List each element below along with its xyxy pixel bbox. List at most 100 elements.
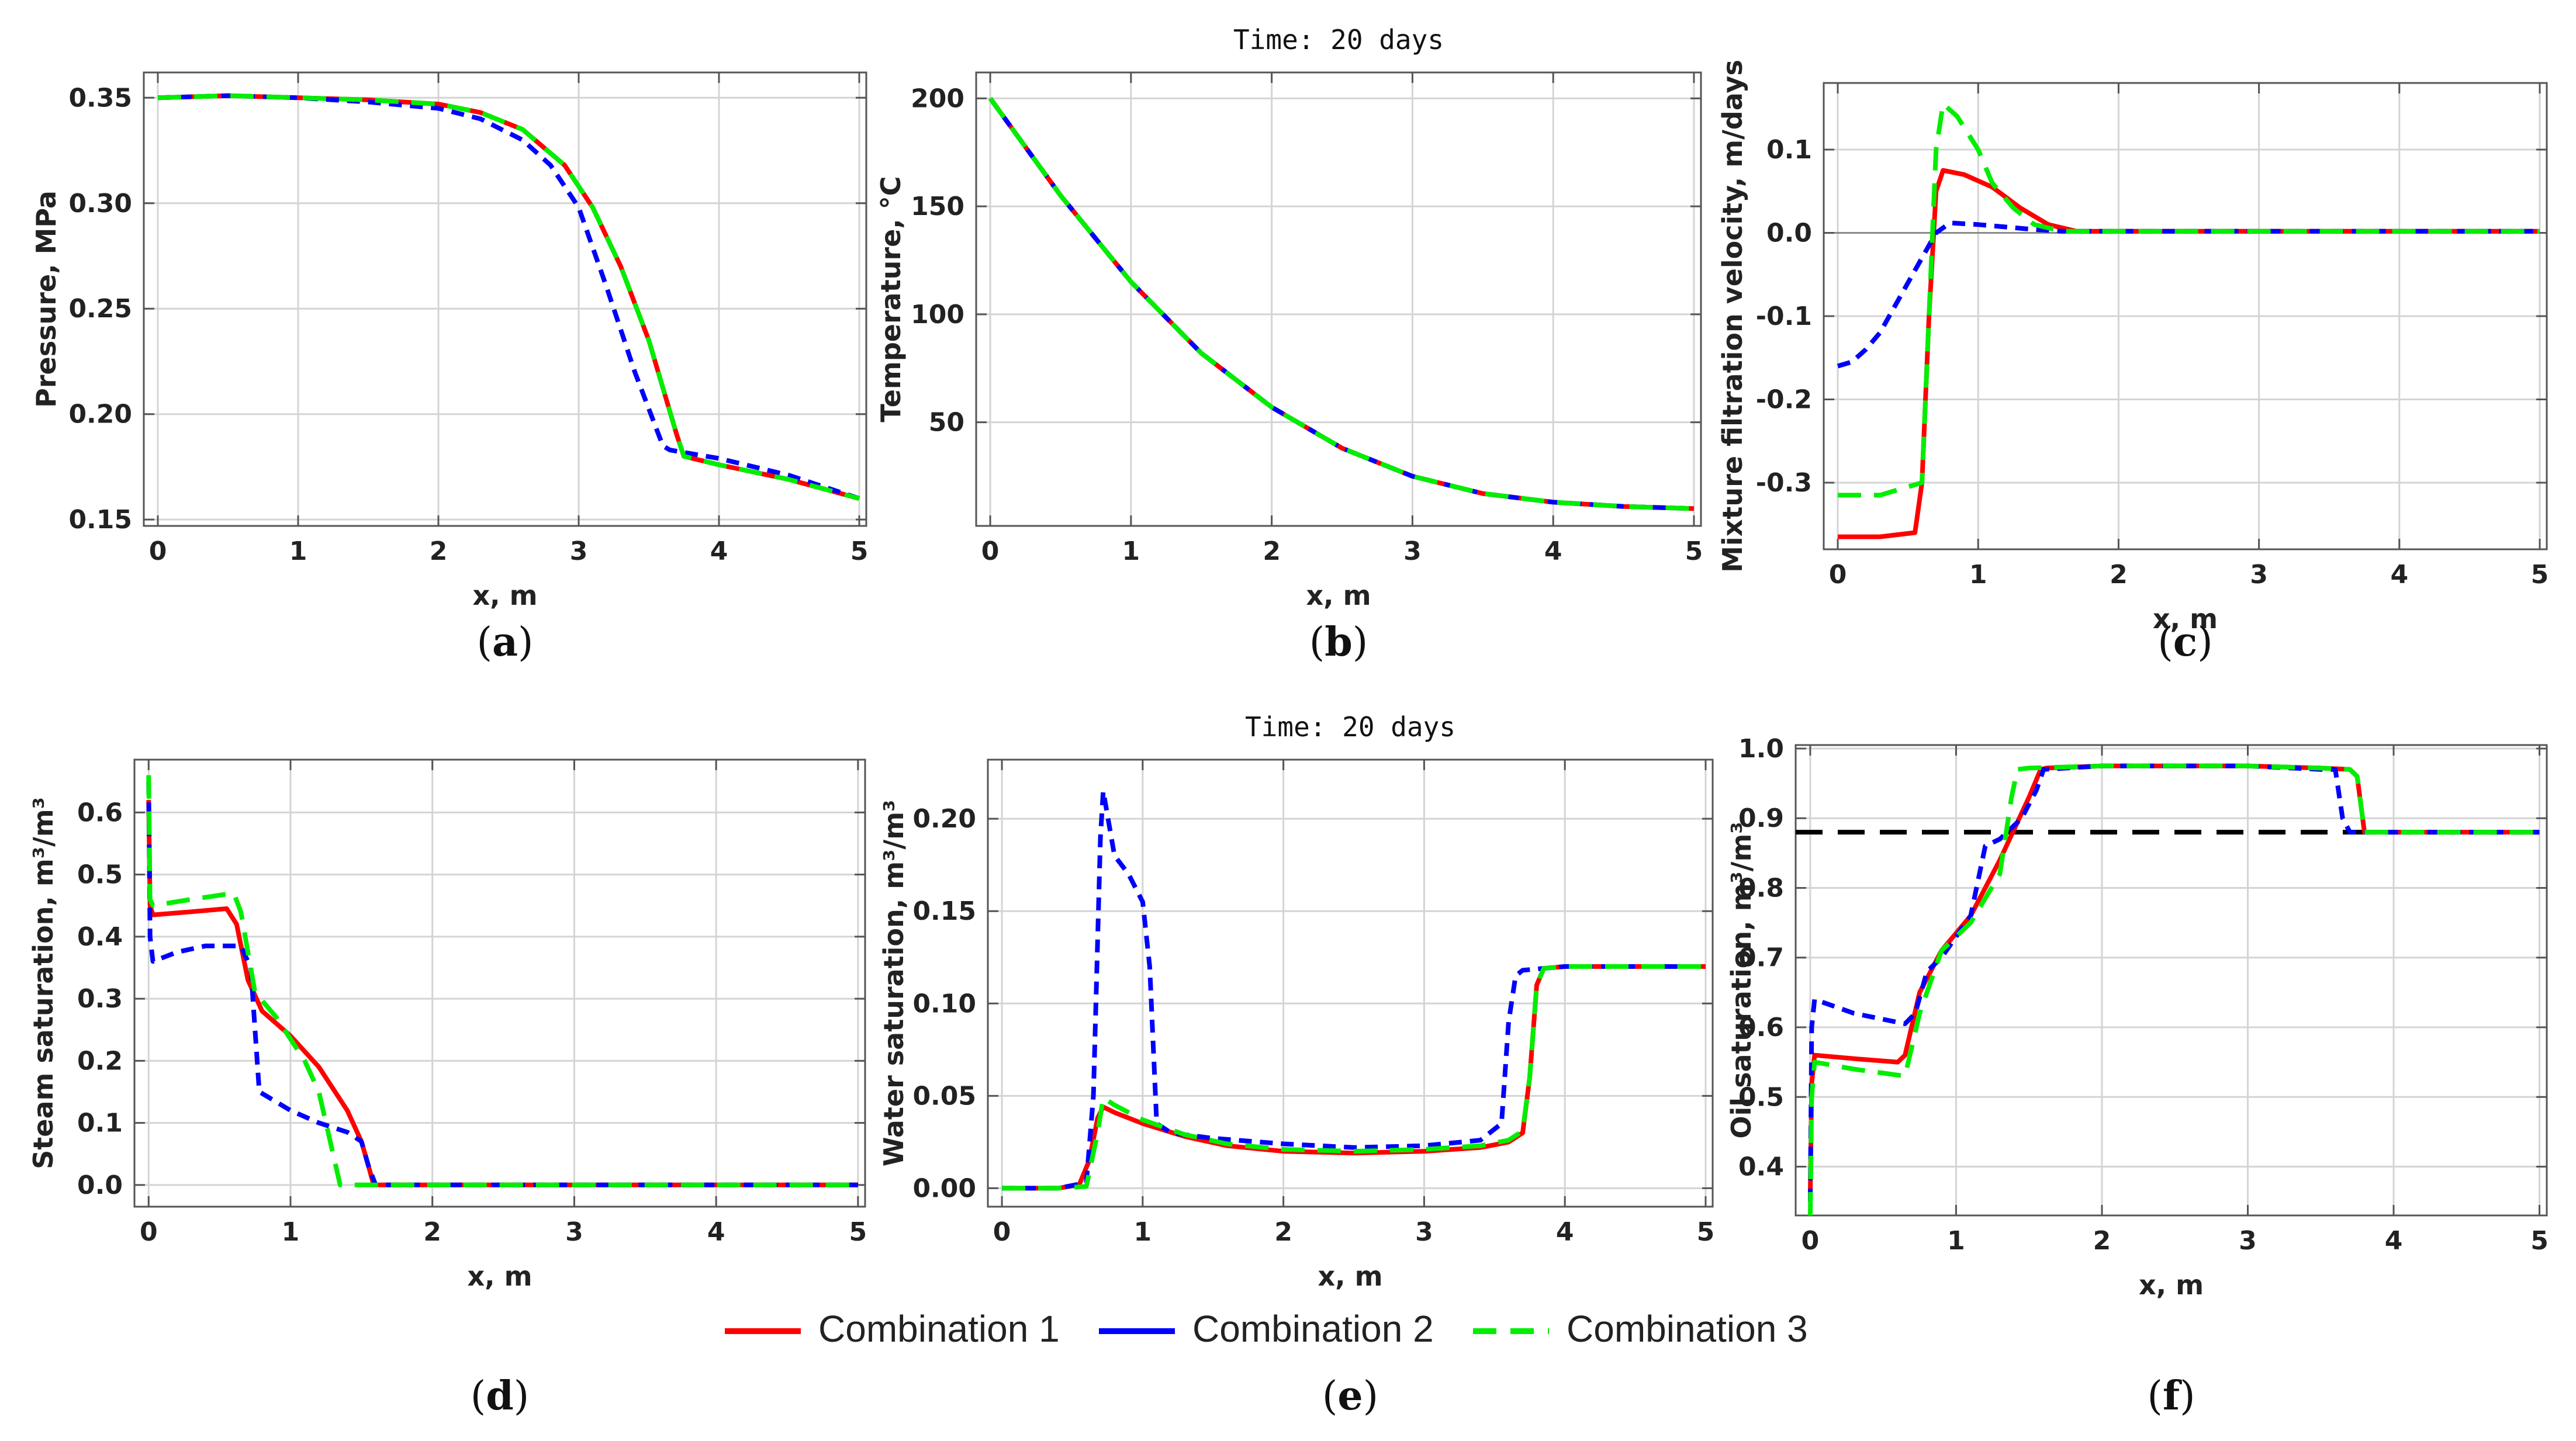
legend-label: Combination 1 xyxy=(818,1308,1060,1350)
plot-frame xyxy=(143,71,867,527)
x-axis-label: x, m xyxy=(2139,1269,2204,1301)
y-tick-label: 0.6 xyxy=(77,798,123,827)
y-tick-label: 0.25 xyxy=(68,294,132,324)
series-line-combination-3 xyxy=(1002,964,1706,1191)
y-axis-label: Mixture filtration velocity, m/days xyxy=(1717,60,1748,573)
x-tick-label: 2 xyxy=(423,1217,441,1247)
y-tick-label: 0.3 xyxy=(77,984,123,1014)
y-axis-label: Pressure, MPa xyxy=(30,190,62,408)
y-tick-label: 150 xyxy=(911,192,964,221)
x-tick-label: 1 xyxy=(1134,1217,1152,1247)
x-tick-label: 5 xyxy=(1685,536,1703,566)
panel-caption: (c) xyxy=(2157,619,2212,666)
x-tick-label: 3 xyxy=(1415,1217,1433,1247)
chart-panel-b: 0 1 2 3 4 5 50 100 150 200 x, m Temperature, °C Time… xyxy=(875,24,1703,666)
panel-caption: (d) xyxy=(471,1373,530,1419)
x-tick-label: 0 xyxy=(140,1217,158,1247)
legend-label: Combination 3 xyxy=(1567,1308,1808,1350)
series-line-combination-2 xyxy=(1808,763,2540,1202)
y-tick-label: 0.20 xyxy=(912,804,976,834)
x-tick-label: 3 xyxy=(570,536,588,566)
x-tick-label: 0 xyxy=(1802,1226,1820,1256)
x-tick-label: 5 xyxy=(2530,1226,2549,1256)
x-tick-label: 5 xyxy=(1697,1217,1715,1247)
x-tick-label: 4 xyxy=(1544,536,1562,566)
series-line-combination-3 xyxy=(1808,763,2540,1216)
series-line-combination-3 xyxy=(988,96,1695,511)
y-tick-label: 0.1 xyxy=(1766,135,1812,165)
plot-frame xyxy=(1794,744,2548,1217)
y-tick-label: -0.1 xyxy=(1756,302,1812,331)
y-tick-label: 0.8 xyxy=(1738,873,1784,903)
x-axis-label: x, m xyxy=(472,580,537,611)
plot-frame xyxy=(975,71,1702,527)
x-tick-label: 0 xyxy=(1829,560,1847,590)
y-tick-label: 50 xyxy=(929,408,964,438)
y-tick-label: 100 xyxy=(911,300,964,330)
series-line-combination-1 xyxy=(157,93,860,501)
x-tick-label: 2 xyxy=(1274,1217,1292,1247)
y-tick-label: -0.2 xyxy=(1756,385,1812,415)
x-tick-label: 4 xyxy=(2390,560,2408,590)
x-tick-label: 5 xyxy=(849,1217,867,1247)
y-tick-label: 0.00 xyxy=(912,1173,976,1203)
y-tick-label: 0.2 xyxy=(77,1046,123,1076)
x-axis-label: x, m xyxy=(467,1260,532,1292)
y-tick-label: 0.35 xyxy=(68,83,132,113)
series-line-combination-1 xyxy=(146,800,858,1187)
y-tick-label: 0.20 xyxy=(68,400,132,429)
chart-panel-a: 0 1 2 3 4 5 0.15 0.20 0.25 0.30 0.35 x, m Pressure, … xyxy=(30,71,868,666)
series-line-combination-3 xyxy=(157,93,860,501)
y-tick-label: 0.15 xyxy=(912,896,976,926)
chart-panel-d: 0 1 2 3 4 5 0.0 0.1 0.2 0.3 0.4 0.5 0.6 x, m Steam sat… xyxy=(27,758,867,1419)
y-tick-label: 0.5 xyxy=(1738,1082,1784,1112)
series-line-combination-3 xyxy=(146,775,858,1187)
y-axis-label: Water saturation, m³/m³ xyxy=(878,800,910,1166)
x-tick-label: 0 xyxy=(981,536,1000,566)
chart-panel-c: 0 1 2 3 4 5 -0.3 -0.2 -0.1 0.0 0.1 x, m Mixture filt… xyxy=(1717,60,2549,666)
x-tick-label: 1 xyxy=(289,536,307,566)
y-tick-label: 0.0 xyxy=(77,1170,123,1200)
x-tick-label: 0 xyxy=(993,1217,1011,1247)
y-tick-label: 0.15 xyxy=(68,505,132,535)
y-tick-label: 0.7 xyxy=(1738,943,1784,973)
series-line-combination-2 xyxy=(1837,220,2540,369)
y-tick-label: -0.3 xyxy=(1756,468,1812,498)
y-tick-label: 0.5 xyxy=(77,860,123,890)
y-axis-label: Oil saturation, m³/m³ xyxy=(1726,822,1757,1138)
x-tick-label: 3 xyxy=(2239,1226,2257,1256)
y-tick-label: 0.6 xyxy=(1738,1013,1784,1042)
x-tick-label: 4 xyxy=(710,536,728,566)
panel-caption: (e) xyxy=(1322,1373,1378,1419)
panel-caption: (a) xyxy=(476,619,533,666)
y-tick-label: 200 xyxy=(911,84,964,113)
x-tick-label: 5 xyxy=(2531,560,2549,590)
y-axis-label: Steam saturation, m³/m³ xyxy=(27,797,59,1169)
chart-panel-e: 0 1 2 3 4 5 0.00 0.05 0.10 0.15 0.20 x, m Water satu… xyxy=(878,711,1714,1419)
x-tick-label: 1 xyxy=(282,1217,300,1247)
x-tick-label: 4 xyxy=(707,1217,725,1247)
x-axis-label: x, m xyxy=(1318,1260,1382,1292)
y-tick-label: 0.10 xyxy=(912,989,976,1019)
series-line-combination-2 xyxy=(157,93,860,501)
x-tick-label: 1 xyxy=(1947,1226,1965,1256)
x-axis-label: x, m xyxy=(1306,580,1371,611)
x-tick-label: 2 xyxy=(430,536,448,566)
x-tick-label: 2 xyxy=(2110,560,2128,590)
chart-panel-f: 0 1 2 3 4 5 0.4 0.5 0.6 0.7 0.8 0.9 1.0 x, m Oil satur… xyxy=(1726,734,2549,1419)
y-axis-label: Temperature, °C xyxy=(875,176,907,422)
y-tick-label: 0.05 xyxy=(912,1081,976,1111)
legend-label: Combination 2 xyxy=(1192,1308,1434,1350)
plot-frame xyxy=(133,758,866,1208)
panel-caption: (f) xyxy=(2147,1373,2195,1419)
x-tick-label: 2 xyxy=(1263,536,1281,566)
y-tick-label: 1.0 xyxy=(1738,734,1784,764)
series-line-combination-3 xyxy=(1838,101,2540,498)
x-tick-label: 3 xyxy=(1403,536,1422,566)
series-line-combination-1 xyxy=(1002,964,1706,1191)
x-tick-label: 3 xyxy=(2250,560,2268,590)
y-tick-label: 0.4 xyxy=(77,922,123,952)
series-line-combination-2 xyxy=(1002,788,1706,1191)
y-tick-label: 0.30 xyxy=(68,189,132,219)
